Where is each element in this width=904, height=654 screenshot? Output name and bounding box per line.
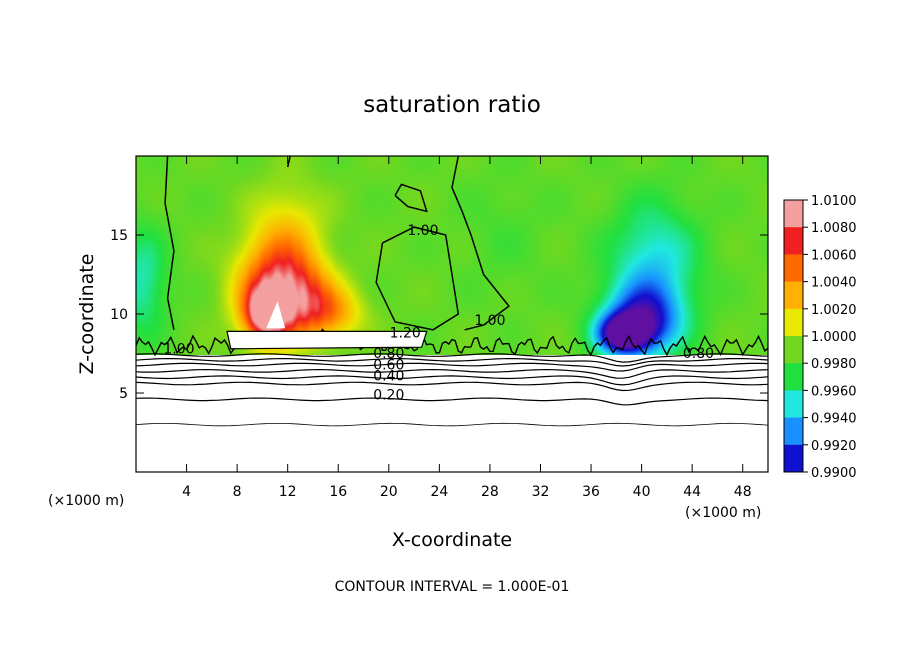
- plot-area: [136, 156, 768, 472]
- colorbar-swatch: [784, 444, 803, 473]
- y-axis: 5 10 15: [110, 228, 768, 402]
- x-unit-right: (×1000 m): [685, 505, 761, 521]
- contour-interval-note: CONTOUR INTERVAL = 1.000E-01: [335, 579, 570, 595]
- contour-label: 1.20: [390, 326, 421, 342]
- contour-line: [136, 368, 768, 379]
- contour-line: [451, 156, 510, 331]
- x-tick-label: 48: [734, 484, 752, 500]
- colorbar-swatch: [784, 390, 803, 419]
- colorbar-label: 0.9980: [811, 357, 857, 372]
- chart-title: saturation ratio: [363, 92, 541, 118]
- contour-line: [136, 358, 768, 367]
- contour-labels: 1.001.001.201.00 0.800.600.400.200.80: [163, 223, 714, 403]
- contour-label: 0.80: [683, 346, 714, 362]
- x-axis-label: X-coordinate: [392, 529, 512, 551]
- cloud-core: [226, 330, 428, 350]
- colorbar-swatch: [784, 227, 803, 255]
- x-tick-label: 40: [633, 484, 651, 500]
- contour-line: [136, 422, 768, 427]
- cloud-core-peak: [266, 301, 286, 329]
- contour-label: 0.20: [373, 387, 404, 403]
- x-tick-label: 28: [481, 484, 499, 500]
- colorbar-swatch: [784, 281, 803, 310]
- x-tick-label: 36: [582, 484, 600, 500]
- contour-label: 1.00: [163, 342, 194, 358]
- colorbar-swatch: [784, 254, 803, 283]
- contour-line: [286, 156, 291, 168]
- colorbar-swatch: [784, 200, 803, 228]
- colorbar-label: 0.9960: [811, 384, 857, 399]
- colorbar-label: 1.0060: [811, 248, 857, 263]
- x-tick-label: 24: [430, 484, 448, 500]
- contour-line: [136, 397, 768, 406]
- colorbar-label: 0.9900: [811, 466, 857, 481]
- x-tick-label: 8: [233, 484, 242, 500]
- y-tick-label: 5: [119, 386, 128, 402]
- sub-cloud-region: [136, 355, 768, 472]
- contour-label: 0.60: [373, 357, 404, 373]
- colorbar-label: 1.0040: [811, 276, 857, 291]
- x-unit-left: (×1000 m): [48, 493, 124, 509]
- contour-line: [394, 183, 428, 213]
- y-tick-label: 10: [110, 307, 128, 323]
- colorbar-swatch: [784, 308, 803, 337]
- contour-line: [136, 375, 768, 386]
- contour-label: 0.40: [373, 368, 404, 384]
- x-tick-label: 44: [683, 484, 701, 500]
- x-tick-label: 20: [380, 484, 398, 500]
- contour-line: [164, 156, 175, 330]
- contour-line: [136, 381, 768, 392]
- x-tick-label: 4: [182, 484, 191, 500]
- x-tick-label: 12: [279, 484, 297, 500]
- colorbar-label: 0.9940: [811, 412, 857, 427]
- x-tick-label: 32: [532, 484, 550, 500]
- x-axis: 4 8 12 16 20 24 28 32 36 40 44 48: [182, 156, 752, 500]
- y-tick-label: 15: [110, 228, 128, 244]
- colorbar-label: 1.0100: [811, 194, 857, 209]
- colorbar-swatch: [784, 417, 803, 446]
- contour-label: 0.80: [373, 346, 404, 362]
- x-tick-label: 16: [329, 484, 347, 500]
- colorbar-swatch: [784, 363, 803, 391]
- contour-line: [136, 353, 768, 363]
- colorbar-label: 1.0020: [811, 303, 857, 318]
- contour-line: [136, 362, 768, 372]
- contour-lines: [136, 156, 768, 427]
- colorbar-label: 1.0000: [811, 330, 857, 345]
- contour-label: 1.00: [407, 223, 438, 239]
- y-axis-label: Z-coordinate: [76, 254, 98, 375]
- colorbar-label: 1.0080: [811, 221, 857, 236]
- colorbar-swatch: [784, 336, 803, 364]
- colorbar: 1.0100 1.0080 1.0060 1.0040 1.0020 1.0000 0.99…: [783, 194, 857, 481]
- contour-line: [375, 226, 460, 331]
- colorbar-label: 0.9920: [811, 439, 857, 454]
- contour-label: 1.00: [474, 313, 505, 329]
